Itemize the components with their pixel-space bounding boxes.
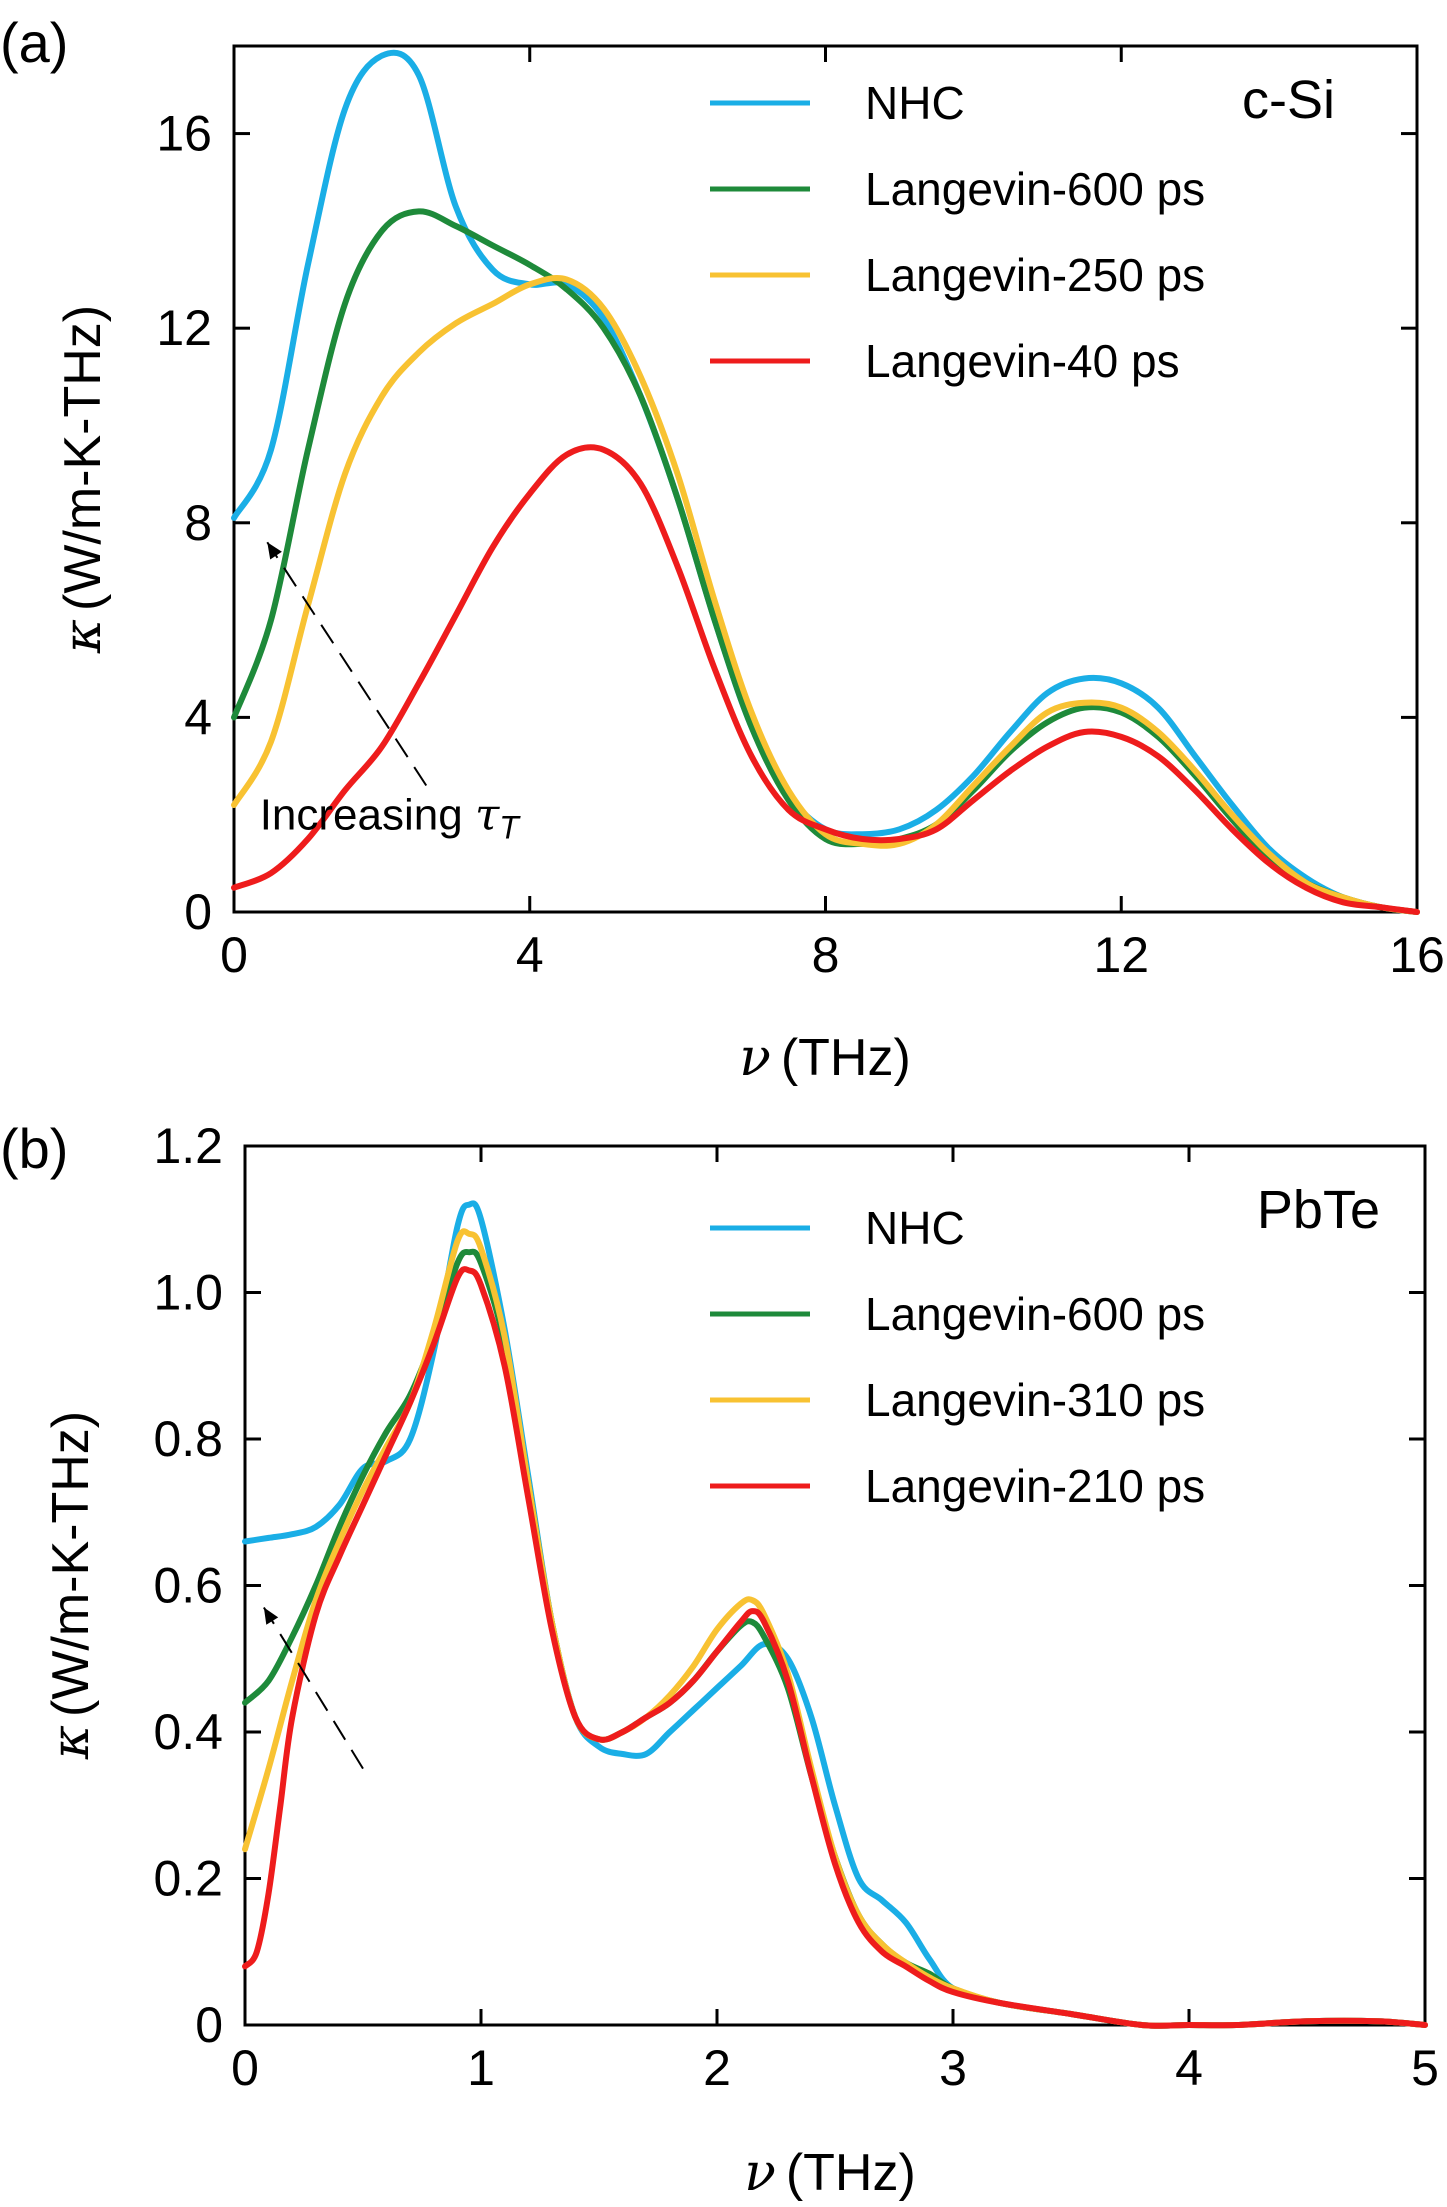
y-tick-label: 1.2: [153, 1118, 223, 1174]
annotation-text: Increasing τT: [260, 789, 522, 845]
y-tick-label: 0: [184, 884, 212, 940]
axes-frame: [243, 1144, 1427, 2027]
x-axis-unit: (THz): [781, 1029, 911, 1087]
legend-label: Langevin-40 ps: [865, 335, 1180, 387]
x-tick-label: 16: [1389, 927, 1445, 983]
series-line-nhc: [231, 49, 1420, 915]
y-axis-symbol: κ: [41, 1725, 101, 1760]
legend-label: NHC: [865, 1202, 965, 1254]
y-axis-label: κ (W/m-K-THz): [53, 305, 113, 654]
y-tick-label: 0.2: [153, 1851, 223, 1907]
series-line-langevin-310-ps: [242, 1228, 1428, 2029]
y-tick-label: 0.6: [153, 1558, 223, 1614]
panel-a-csi: 0 4 8 12 16 0 4 8 12 16 ν (THz) κ (W/m-K-THz) (a) c-Si N…: [0, 11, 1445, 1088]
annotation-arrowhead: [263, 1607, 279, 1625]
x-tick-label: 8: [812, 927, 840, 983]
x-axis-label: ν (THz): [739, 1028, 911, 1088]
series-line-langevin-250-ps: [231, 275, 1420, 915]
material-label: c-Si: [1242, 70, 1335, 130]
legend-label: Langevin-600 ps: [865, 1288, 1205, 1340]
panel-label: (a): [0, 11, 68, 74]
legend-label: Langevin-250 ps: [865, 249, 1205, 301]
x-tick-label: 1: [467, 2040, 495, 2096]
y-tick-label: 8: [184, 495, 212, 551]
x-tick-label: 5: [1411, 2040, 1439, 2096]
series-line-langevin-210-ps: [242, 1266, 1428, 2029]
axes-frame: [232, 44, 1419, 914]
y-tick-label: 4: [184, 689, 212, 745]
x-tick-label: 0: [220, 927, 248, 983]
series-line-nhc: [242, 1200, 1428, 2029]
annotation-word: Increasing: [260, 790, 475, 839]
panel-b-pbte: 0 1 2 3 4 5 0 0.2 0.4 0.6 0.8 1.0 1.2 ν (THz) κ (W/m-K-T…: [0, 1117, 1439, 2203]
series-line-langevin-40-ps: [231, 444, 1420, 915]
panel-label: (b): [0, 1117, 68, 1180]
legend-label: Langevin-310 ps: [865, 1374, 1205, 1426]
y-tick-label: 12: [156, 300, 212, 356]
annotation-arrowhead: [267, 542, 282, 560]
x-tick-label: 4: [516, 927, 544, 983]
material-label: PbTe: [1257, 1180, 1380, 1240]
y-tick-label: 16: [156, 106, 212, 162]
annotation-symbol: τ: [475, 789, 500, 840]
y-axis-label: κ (W/m-K-THz): [41, 1411, 101, 1760]
annotation-arrow: [263, 1606, 364, 1770]
x-axis-symbol: ν: [744, 2143, 776, 2203]
x-axis-label: ν (THz): [744, 2143, 916, 2203]
annotation-subscript: T: [499, 809, 521, 845]
x-tick-label: 3: [939, 2040, 967, 2096]
annotation-arrow: [266, 541, 428, 787]
x-tick-label: 2: [703, 2040, 731, 2096]
x-axis-unit: (THz): [786, 2144, 916, 2202]
y-axis-unit: (W/m-K-THz): [42, 1411, 100, 1717]
legend-label: Langevin-210 ps: [865, 1460, 1205, 1512]
y-tick-label: 0.8: [153, 1411, 223, 1467]
y-axis-unit: (W/m-K-THz): [54, 305, 112, 611]
y-tick-label: 0.4: [153, 1704, 223, 1760]
y-tick-label: 0: [195, 1997, 223, 2053]
y-axis-symbol: κ: [53, 619, 113, 654]
legend-label: NHC: [865, 77, 965, 129]
series-line-langevin-600-ps: [231, 208, 1420, 915]
y-tick-label: 1.0: [153, 1265, 223, 1321]
x-tick-label: 12: [1093, 927, 1149, 983]
x-tick-label: 4: [1175, 2040, 1203, 2096]
legend-label: Langevin-600 ps: [865, 163, 1205, 215]
x-tick-label: 0: [231, 2040, 259, 2096]
x-axis-symbol: ν: [739, 1028, 771, 1088]
